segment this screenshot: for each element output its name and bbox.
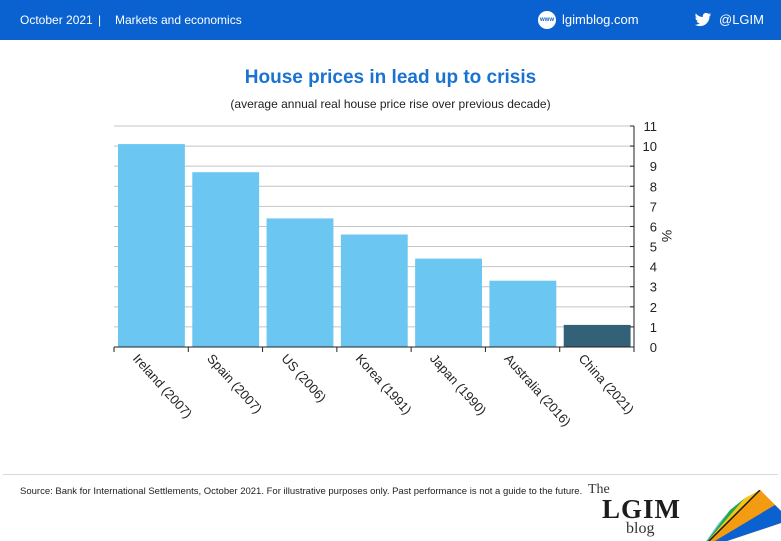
bar xyxy=(489,280,557,347)
y-tick-label: 0 xyxy=(650,340,657,355)
x-tick-label: Spain (2007) xyxy=(204,351,265,416)
bar xyxy=(415,258,482,347)
x-tick-label: US (2006) xyxy=(278,351,329,405)
y-tick-label: 5 xyxy=(650,240,657,255)
source-note: Source: Bank for International Settlemen… xyxy=(20,486,583,497)
bar xyxy=(118,144,185,347)
y-tick-label: 3 xyxy=(650,280,657,295)
x-tick-label: Japan (1990) xyxy=(427,351,489,418)
top-banner: October 2021 | Markets and economics www… xyxy=(0,0,781,40)
y-tick-label: 9 xyxy=(650,159,657,174)
bar xyxy=(563,324,631,347)
x-tick-label: Australia (2016) xyxy=(501,351,574,429)
y-tick-label: 1 xyxy=(650,320,657,335)
twitter-bird-icon xyxy=(694,12,712,27)
publication-date: October 2021 xyxy=(20,13,93,27)
site-link[interactable]: lgimblog.com xyxy=(562,12,639,27)
y-tick-label: 4 xyxy=(650,260,657,275)
x-tick-label: Korea (1991) xyxy=(353,351,415,417)
logo-blog: blog xyxy=(626,520,655,537)
y-axis-label: % xyxy=(659,230,675,242)
y-tick-label: 10 xyxy=(643,139,657,154)
y-tick-label: 6 xyxy=(650,219,657,234)
chart-subtitle: (average annual real house price rise ov… xyxy=(230,97,551,111)
y-tick-label: 7 xyxy=(650,199,657,214)
chart-title: House prices in lead up to crisis xyxy=(244,67,537,88)
x-tick-label: Ireland (2007) xyxy=(130,351,195,421)
twitter-handle[interactable]: @LGIM xyxy=(719,12,764,27)
section-label[interactable]: Markets and economics xyxy=(115,13,242,27)
logo-the: The xyxy=(588,482,610,497)
www-globe-icon: www xyxy=(538,11,556,29)
bar xyxy=(192,172,260,347)
bar xyxy=(266,218,334,347)
logo-lgim: LGIM xyxy=(602,494,682,524)
y-tick-label: 8 xyxy=(650,179,657,194)
x-tick-label: China (2021) xyxy=(576,351,637,417)
bar xyxy=(340,234,408,347)
lgim-blog-logo[interactable]: The LGIM blog xyxy=(588,480,781,541)
y-tick-label: 2 xyxy=(650,300,657,315)
header-separator: | xyxy=(98,13,102,27)
umbrella-icon xyxy=(706,490,781,541)
footer-divider xyxy=(3,474,778,475)
y-tick-label: 11 xyxy=(644,119,658,134)
